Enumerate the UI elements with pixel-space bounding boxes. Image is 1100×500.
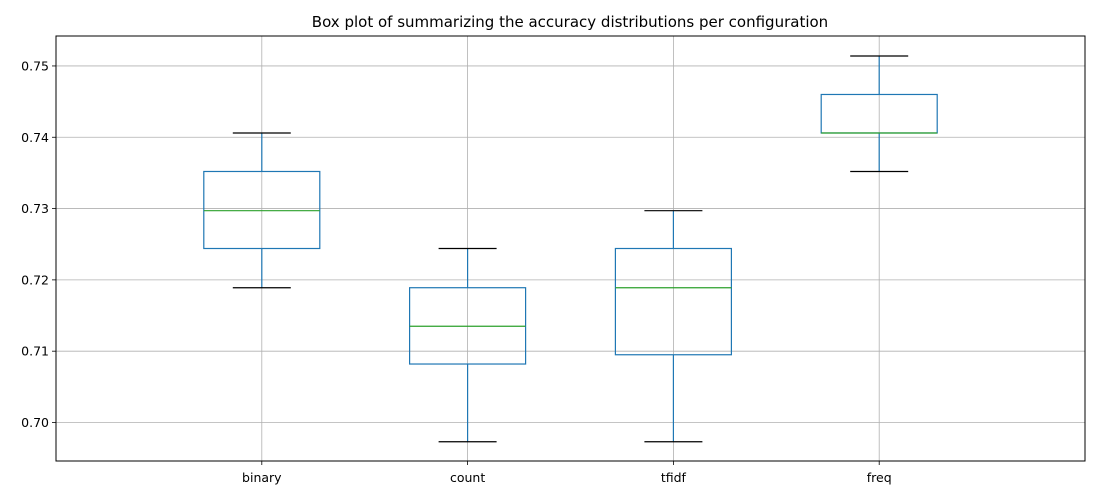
x-tick-label-freq: freq <box>867 470 892 485</box>
x-tick-label-binary: binary <box>242 470 282 485</box>
grid-lines <box>56 36 1085 461</box>
box-tfidf <box>614 210 733 443</box>
x-axis-ticks: binary count tfidf freq <box>242 461 892 485</box>
y-tick-label: 0.70 <box>21 415 49 430</box>
y-tick-label: 0.71 <box>21 344 49 359</box>
x-tick-label-count: count <box>450 470 485 485</box>
y-tick-label: 0.74 <box>21 130 49 145</box>
y-tick-label: 0.72 <box>21 272 49 287</box>
y-tick-label: 0.73 <box>21 201 49 216</box>
x-tick-label-tfidf: tfidf <box>661 470 687 485</box>
box-count <box>409 247 527 443</box>
y-tick-label: 0.75 <box>21 58 49 73</box>
box-binary <box>203 132 321 289</box>
box-freq <box>820 55 938 173</box>
plot-area-frame <box>55 35 1086 462</box>
y-axis-ticks: 0.70 0.71 0.72 0.73 0.74 0.75 <box>21 58 56 430</box>
box-iqr <box>614 247 733 356</box>
chart-title: Box plot of summarizing the accuracy dis… <box>312 13 828 31</box>
box-iqr <box>203 170 321 250</box>
boxes <box>203 55 938 443</box>
